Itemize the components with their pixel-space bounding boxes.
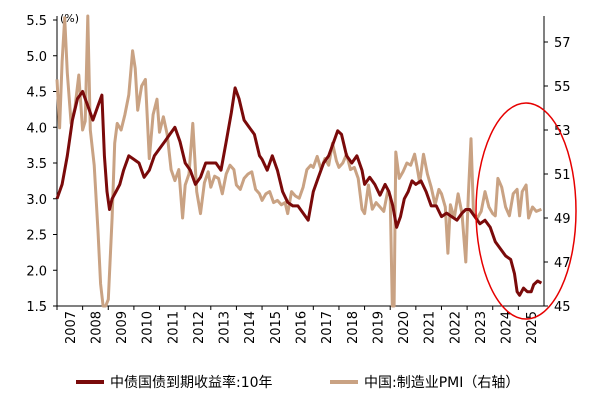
- highlight-ellipse: [475, 102, 577, 320]
- x-tick-label: 2014: [243, 311, 258, 344]
- x-tick-label: 2008: [89, 311, 104, 344]
- bond-yield-series-line: [55, 86, 543, 297]
- right-tick-label: 51: [554, 168, 571, 183]
- x-tick-label: 2019: [371, 311, 386, 344]
- left-tick-label: 2.0: [26, 264, 47, 279]
- x-tick-label: 2024: [500, 311, 515, 344]
- x-tick-label: 2018: [346, 311, 361, 344]
- x-tick-label: 2020: [397, 311, 412, 344]
- x-tick-label: 2013: [218, 311, 233, 344]
- left-tick-label: 2.5: [26, 229, 47, 244]
- y-unit-label: (%): [60, 12, 79, 25]
- x-tick-label: 2011: [166, 311, 181, 344]
- plot-frame: [56, 16, 545, 307]
- x-tick-label: 2022: [448, 311, 463, 344]
- x-tick-label: 2009: [115, 311, 130, 344]
- right-tick-label: 47: [554, 256, 571, 271]
- right-tick-label: 49: [554, 212, 571, 227]
- left-tick-label: 3.0: [26, 193, 47, 208]
- x-tick-label: 2007: [64, 311, 79, 344]
- left-tick-label: 1.5: [26, 300, 47, 315]
- left-tick-label: 3.5: [26, 157, 47, 172]
- x-tick-label: 2023: [474, 311, 489, 344]
- left-tick-label: 5.5: [26, 14, 47, 29]
- x-tick-label: 2017: [320, 311, 335, 344]
- x-tick-label: 2021: [423, 311, 438, 344]
- left-axis-ticks: 1.5 2.0 2.5 3.0 3.5 4.0 4.5 5.0 5.5: [26, 14, 57, 315]
- right-tick-label: 57: [554, 36, 571, 51]
- x-tick-label: 2016: [295, 311, 310, 344]
- pmi-series-line: [55, 14, 542, 308]
- legend-label-bond: 中债国债到期收益率:10年: [110, 374, 273, 391]
- x-tick-label: 2010: [141, 311, 156, 344]
- left-tick-label: 4.0: [26, 121, 47, 136]
- x-axis-ticks: 2007 2008 2009 2010 2011 2012 2013 2014 2015 2016…: [56, 306, 540, 344]
- right-tick-label: 55: [554, 80, 571, 95]
- left-tick-label: 5.0: [26, 50, 47, 65]
- x-tick-label: 2015: [269, 311, 284, 344]
- right-tick-label: 45: [554, 300, 571, 315]
- left-tick-label: 4.5: [26, 86, 47, 101]
- legend: 中债国债到期收益率:10年 中国:制造业PMI（右轴）: [76, 374, 519, 391]
- legend-label-pmi: 中国:制造业PMI（右轴）: [364, 375, 519, 391]
- x-tick-label: 2012: [192, 311, 207, 344]
